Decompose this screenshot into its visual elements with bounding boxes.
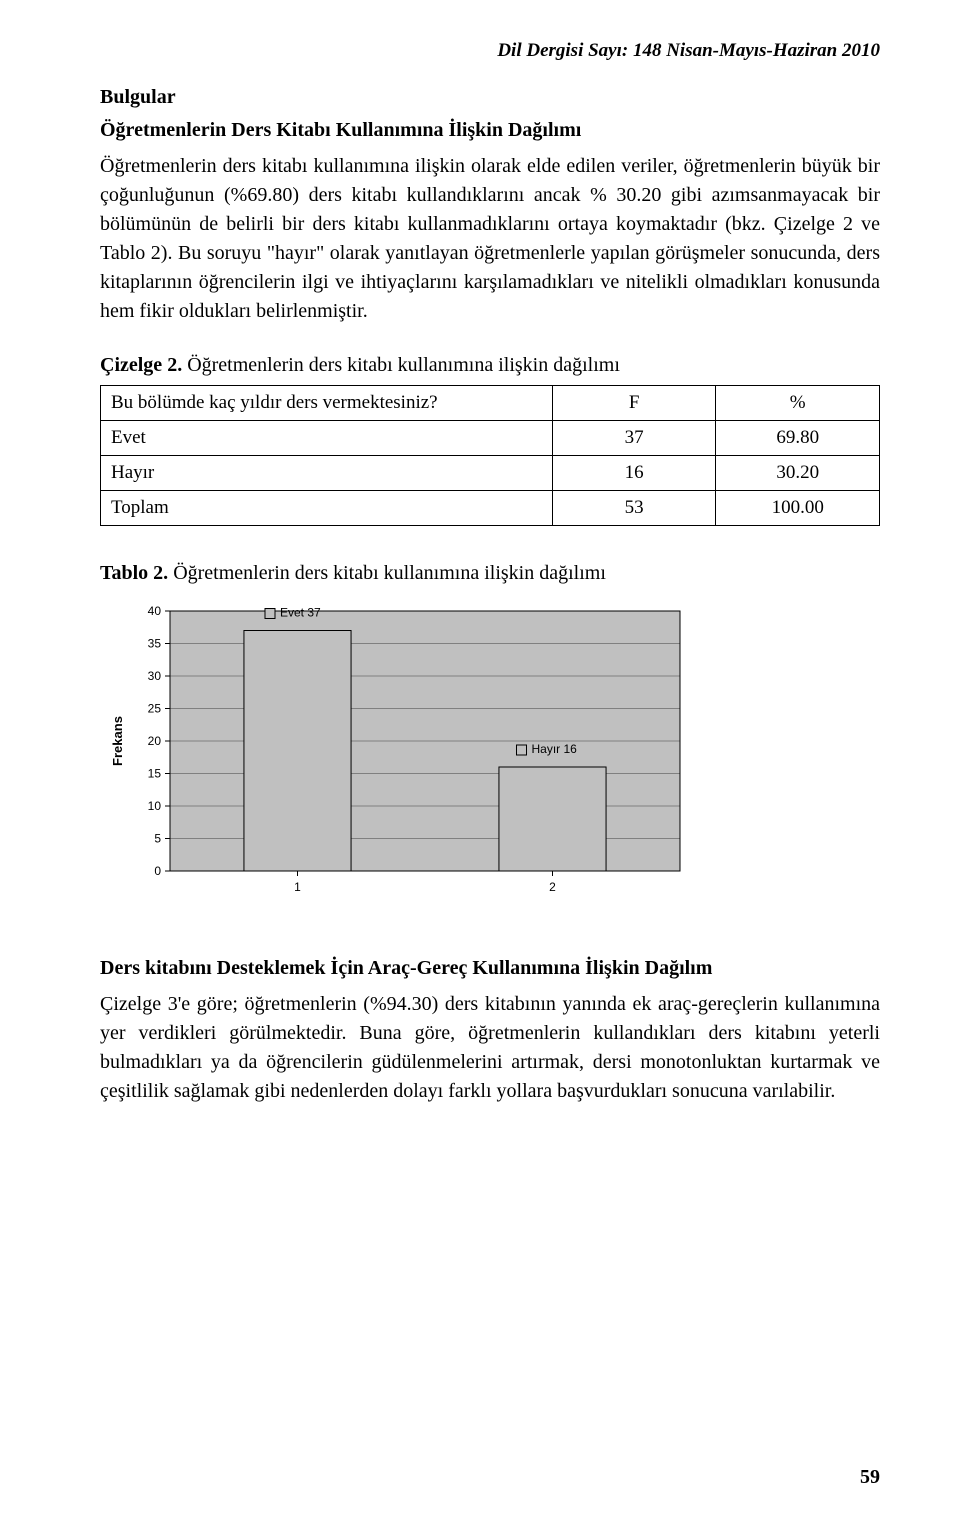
svg-text:5: 5 [154,832,161,846]
table-cell-f: 37 [552,421,716,456]
subsection-title: Öğretmenlerin Ders Kitabı Kullanımına İl… [100,119,880,142]
table-row: Evet 37 69.80 [101,421,880,456]
tablo2-caption-rest: Öğretmenlerin ders kitabı kullanımına il… [168,562,606,584]
table-header-question: Bu bölümde kaç yıldır ders vermektesiniz… [101,386,553,421]
tablo2-caption: Tablo 2. Öğretmenlerin ders kitabı kulla… [100,562,880,585]
table-header-f: F [552,386,716,421]
svg-text:20: 20 [148,734,162,748]
svg-text:Evet 37: Evet 37 [280,606,321,620]
table-cell-pct: 69.80 [716,421,880,456]
svg-text:1: 1 [294,880,301,894]
paragraph-1: Öğretmenlerin ders kitabı kullanımına il… [100,152,880,326]
svg-text:Frekans: Frekans [110,716,125,766]
table-cell-label: Toplam [101,491,553,526]
svg-text:Hayır 16: Hayır 16 [532,742,578,756]
cizelge2-caption-rest: Öğretmenlerin ders kitabı kullanımına il… [182,354,620,376]
table-cell-f: 16 [552,456,716,491]
svg-text:25: 25 [148,702,162,716]
table-cell-pct: 100.00 [716,491,880,526]
svg-text:0: 0 [154,864,161,878]
table-cell-label: Evet [101,421,553,456]
table-cell-label: Hayır [101,456,553,491]
table-header-row: Bu bölümde kaç yıldır ders vermektesiniz… [101,386,880,421]
svg-text:35: 35 [148,637,162,651]
svg-text:2: 2 [549,880,556,894]
table-row: Hayır 16 30.20 [101,456,880,491]
paragraph-2: Çizelge 3'e göre; öğretmenlerin (%94.30)… [100,990,880,1106]
table-cell-pct: 30.20 [716,456,880,491]
journal-header: Dil Dergisi Sayı: 148 Nisan-Mayıs-Hazira… [100,40,880,62]
cizelge2-caption-bold: Çizelge 2. [100,354,182,376]
tablo2-caption-bold: Tablo 2. [100,562,168,584]
svg-text:30: 30 [148,669,162,683]
tablo2-chart: 0 5 10 15 20 25 30 35 40 Frekans 1 Evet 37 2 Hayır 16 [100,597,700,917]
cizelge2-caption: Çizelge 2. Öğretmenlerin ders kitabı kul… [100,354,880,377]
table-cell-f: 53 [552,491,716,526]
table-header-pct: % [716,386,880,421]
svg-text:15: 15 [148,767,162,781]
cizelge2-table: Bu bölümde kaç yıldır ders vermektesiniz… [100,385,880,526]
table-row: Toplam 53 100.00 [101,491,880,526]
svg-text:10: 10 [148,799,162,813]
bar-chart-svg: 0 5 10 15 20 25 30 35 40 Frekans 1 Evet 37 2 Hayır 16 [100,597,700,917]
svg-text:40: 40 [148,604,162,618]
section2-title: Ders kitabını Desteklemek İçin Araç-Gere… [100,957,880,980]
page-number: 59 [860,1466,880,1489]
section-title-bulgular: Bulgular [100,86,880,109]
